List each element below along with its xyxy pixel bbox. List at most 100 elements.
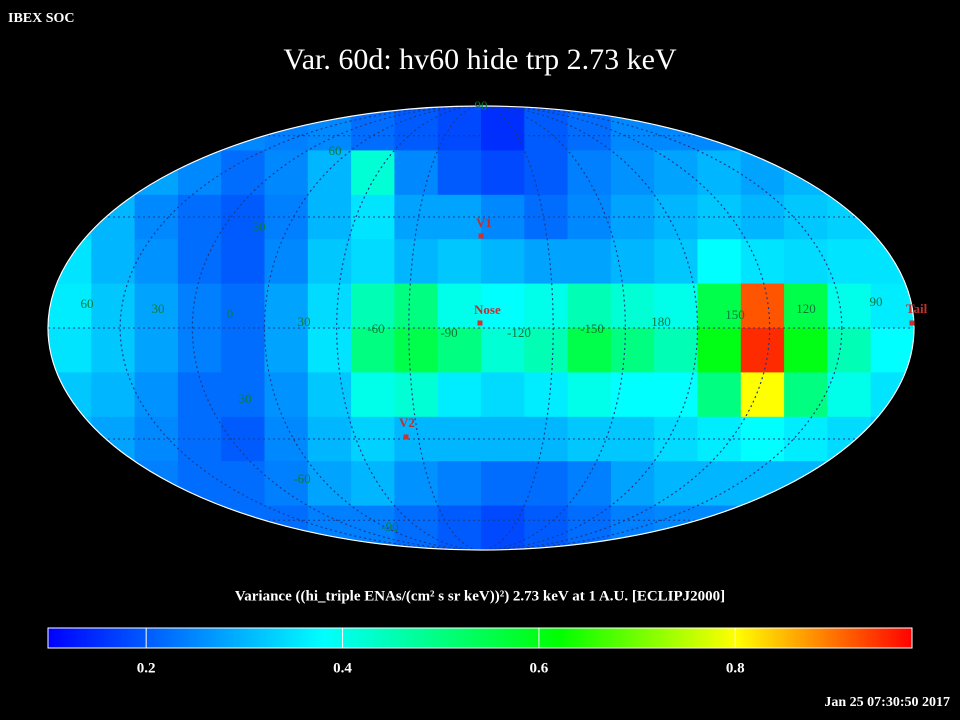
colorbar-swatch: [494, 628, 497, 648]
colorbar-swatch: [478, 628, 481, 648]
colorbar-swatch: [844, 628, 847, 648]
colorbar-swatch: [324, 628, 327, 648]
colorbar-swatch: [334, 628, 337, 648]
colorbar-swatch: [764, 628, 767, 648]
colorbar-swatch: [166, 628, 169, 648]
colorbar-swatch: [700, 628, 703, 648]
colorbar-swatch: [616, 628, 619, 648]
marker-label: V1: [476, 215, 492, 230]
colorbar-swatch: [216, 628, 219, 648]
map-cell: [264, 239, 309, 285]
colorbar-swatch: [318, 628, 321, 648]
colorbar-swatch: [428, 628, 431, 648]
colorbar-swatch: [440, 628, 443, 648]
colorbar-swatch: [328, 628, 331, 648]
longitude-label: -90: [440, 325, 457, 340]
colorbar-swatch: [184, 628, 187, 648]
colorbar-swatch: [592, 628, 595, 648]
map-cell: [91, 239, 136, 285]
colorbar-swatch: [264, 628, 267, 648]
map-cell: [524, 372, 569, 418]
colorbar-swatch: [290, 628, 293, 648]
colorbar-swatch: [350, 628, 353, 648]
colorbar-swatch: [784, 628, 787, 648]
map-cell: [264, 416, 309, 462]
map-cell: [394, 372, 439, 418]
colorbar-swatch: [854, 628, 857, 648]
colorbar-swatch: [454, 628, 457, 648]
colorbar-swatch: [382, 628, 385, 648]
map-cell: [221, 283, 265, 329]
map-cell: [870, 283, 914, 329]
colorbar-swatch: [330, 628, 333, 648]
colorbar-swatch: [80, 628, 83, 648]
colorbar-swatch: [822, 628, 825, 648]
colorbar-swatch: [742, 628, 745, 648]
colorbar-swatch: [70, 628, 73, 648]
map-cell: [264, 283, 309, 329]
colorbar-swatch: [622, 628, 625, 648]
colorbar-swatch: [102, 628, 105, 648]
map-cell: [610, 372, 655, 418]
map-cell: [221, 150, 265, 196]
colorbar-swatch: [602, 628, 605, 648]
colorbar-swatch: [594, 628, 597, 648]
colorbar-swatch: [248, 628, 251, 648]
colorbar-swatch: [758, 628, 761, 648]
colorbar-swatch: [124, 628, 127, 648]
colorbar-swatch: [182, 628, 185, 648]
colorbar-swatch: [78, 628, 81, 648]
colorbar-swatch: [870, 628, 873, 648]
colorbar-swatch: [430, 628, 433, 648]
map-cell: [394, 328, 439, 373]
colorbar-swatch: [392, 628, 395, 648]
colorbar-swatch: [880, 628, 883, 648]
map-cell: [740, 239, 785, 285]
colorbar-swatch: [414, 628, 417, 648]
colorbar-swatch: [804, 628, 807, 648]
map-cell: [524, 461, 569, 507]
colorbar-swatch: [150, 628, 153, 648]
map-cell: [610, 461, 655, 507]
colorbar-swatch: [778, 628, 781, 648]
colorbar-swatch: [452, 628, 455, 648]
colorbar-swatch: [904, 628, 907, 648]
colorbar-swatch: [876, 628, 879, 648]
colorbar-swatch: [118, 628, 121, 648]
colorbar-swatch: [708, 628, 711, 648]
colorbar-swatch: [828, 628, 831, 648]
colorbar-swatch: [544, 628, 547, 648]
map-cell: [654, 416, 698, 462]
colorbar-swatch: [62, 628, 65, 648]
colorbar-swatch: [640, 628, 643, 648]
colorbar-swatch: [402, 628, 405, 648]
colorbar-swatch: [676, 628, 679, 648]
colorbar-swatch: [72, 628, 75, 648]
colorbar-swatch: [900, 628, 903, 648]
colorbar-swatch: [226, 628, 229, 648]
colorbar-swatch: [82, 628, 85, 648]
colorbar-swatch: [406, 628, 409, 648]
map-cell: [524, 239, 569, 285]
colorbar-swatch: [304, 628, 307, 648]
colorbar-swatch: [862, 628, 865, 648]
colorbar-swatch: [552, 628, 555, 648]
colorbar-swatch: [800, 628, 803, 648]
map-cell: [351, 150, 395, 196]
colorbar-swatch: [688, 628, 691, 648]
colorbar-swatch: [308, 628, 311, 648]
map-cell: [134, 194, 179, 240]
colorbar-swatch: [442, 628, 445, 648]
colorbar-swatch: [200, 628, 203, 648]
map-cell: [394, 194, 439, 240]
colorbar-swatch: [554, 628, 557, 648]
colorbar-swatch: [526, 628, 529, 648]
colorbar-swatch: [620, 628, 623, 648]
colorbar-swatch: [878, 628, 881, 648]
map-cell: [654, 194, 698, 240]
colorbar-swatch: [130, 628, 133, 648]
latitude-label: 90: [475, 98, 488, 113]
colorbar-swatch: [710, 628, 713, 648]
map-cell: [610, 239, 655, 285]
map-cell: [48, 328, 92, 373]
